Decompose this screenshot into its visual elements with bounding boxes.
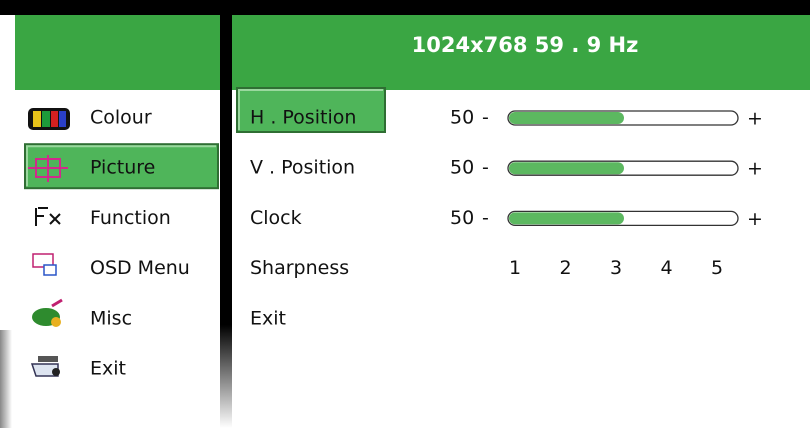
slider-fill — [509, 162, 624, 175]
right-header — [232, 15, 810, 90]
left-header — [15, 15, 220, 90]
selection-bevel — [26, 145, 216, 187]
left-menu-label[interactable]: Function — [90, 207, 171, 229]
icon-exit — [30, 356, 60, 377]
right-menu-label[interactable]: H . Position — [250, 107, 356, 129]
slider-minus: - — [482, 207, 489, 229]
right-menu-label[interactable]: Clock — [250, 207, 302, 229]
icon-osd — [32, 253, 57, 276]
left-menu-label[interactable]: Colour — [90, 107, 152, 129]
slider-plus: + — [747, 158, 763, 180]
slider-fill — [509, 212, 624, 225]
selection-box — [236, 87, 386, 133]
selection-bevel — [238, 89, 383, 130]
menu-items: Colour Picture Function OSD Menu Misc Exit H .… — [90, 107, 763, 380]
left-menu-label[interactable]: Picture — [90, 157, 155, 179]
slider-value: 50 — [450, 107, 474, 129]
icon-function — [35, 207, 61, 226]
separator — [220, 15, 232, 428]
sharpness-level[interactable]: 5 — [711, 257, 723, 279]
slider-value: 50 — [450, 157, 474, 179]
slider-plus: + — [747, 108, 763, 130]
edge-shade — [0, 330, 12, 428]
sharpness-level[interactable]: 4 — [660, 257, 672, 279]
icon-misc — [32, 298, 63, 327]
sharpness-level[interactable]: 1 — [509, 257, 521, 279]
left-menu-label[interactable]: OSD Menu — [90, 257, 190, 279]
slider-plus: + — [747, 208, 763, 230]
icon-colour — [28, 108, 70, 130]
sharpness-level[interactable]: 2 — [559, 257, 571, 279]
slider-value: 50 — [450, 207, 474, 229]
slider-fill — [509, 112, 624, 124]
resolution-title: 1024x768 59 . 9 Hz — [412, 33, 639, 57]
slider-minus: - — [482, 107, 489, 129]
selection-box — [24, 143, 219, 190]
icon-picture — [28, 155, 68, 182]
left-menu-label[interactable]: Exit — [90, 358, 126, 380]
right-menu-label[interactable]: Sharpness — [250, 257, 349, 279]
slider-minus: - — [482, 157, 489, 179]
left-menu-label[interactable]: Misc — [90, 307, 132, 329]
right-menu-label[interactable]: Exit — [250, 307, 286, 329]
right-menu-label[interactable]: V . Position — [250, 157, 355, 179]
top-border — [0, 0, 810, 15]
sharpness-level[interactable]: 3 — [610, 257, 622, 279]
selection-layer — [24, 87, 386, 190]
